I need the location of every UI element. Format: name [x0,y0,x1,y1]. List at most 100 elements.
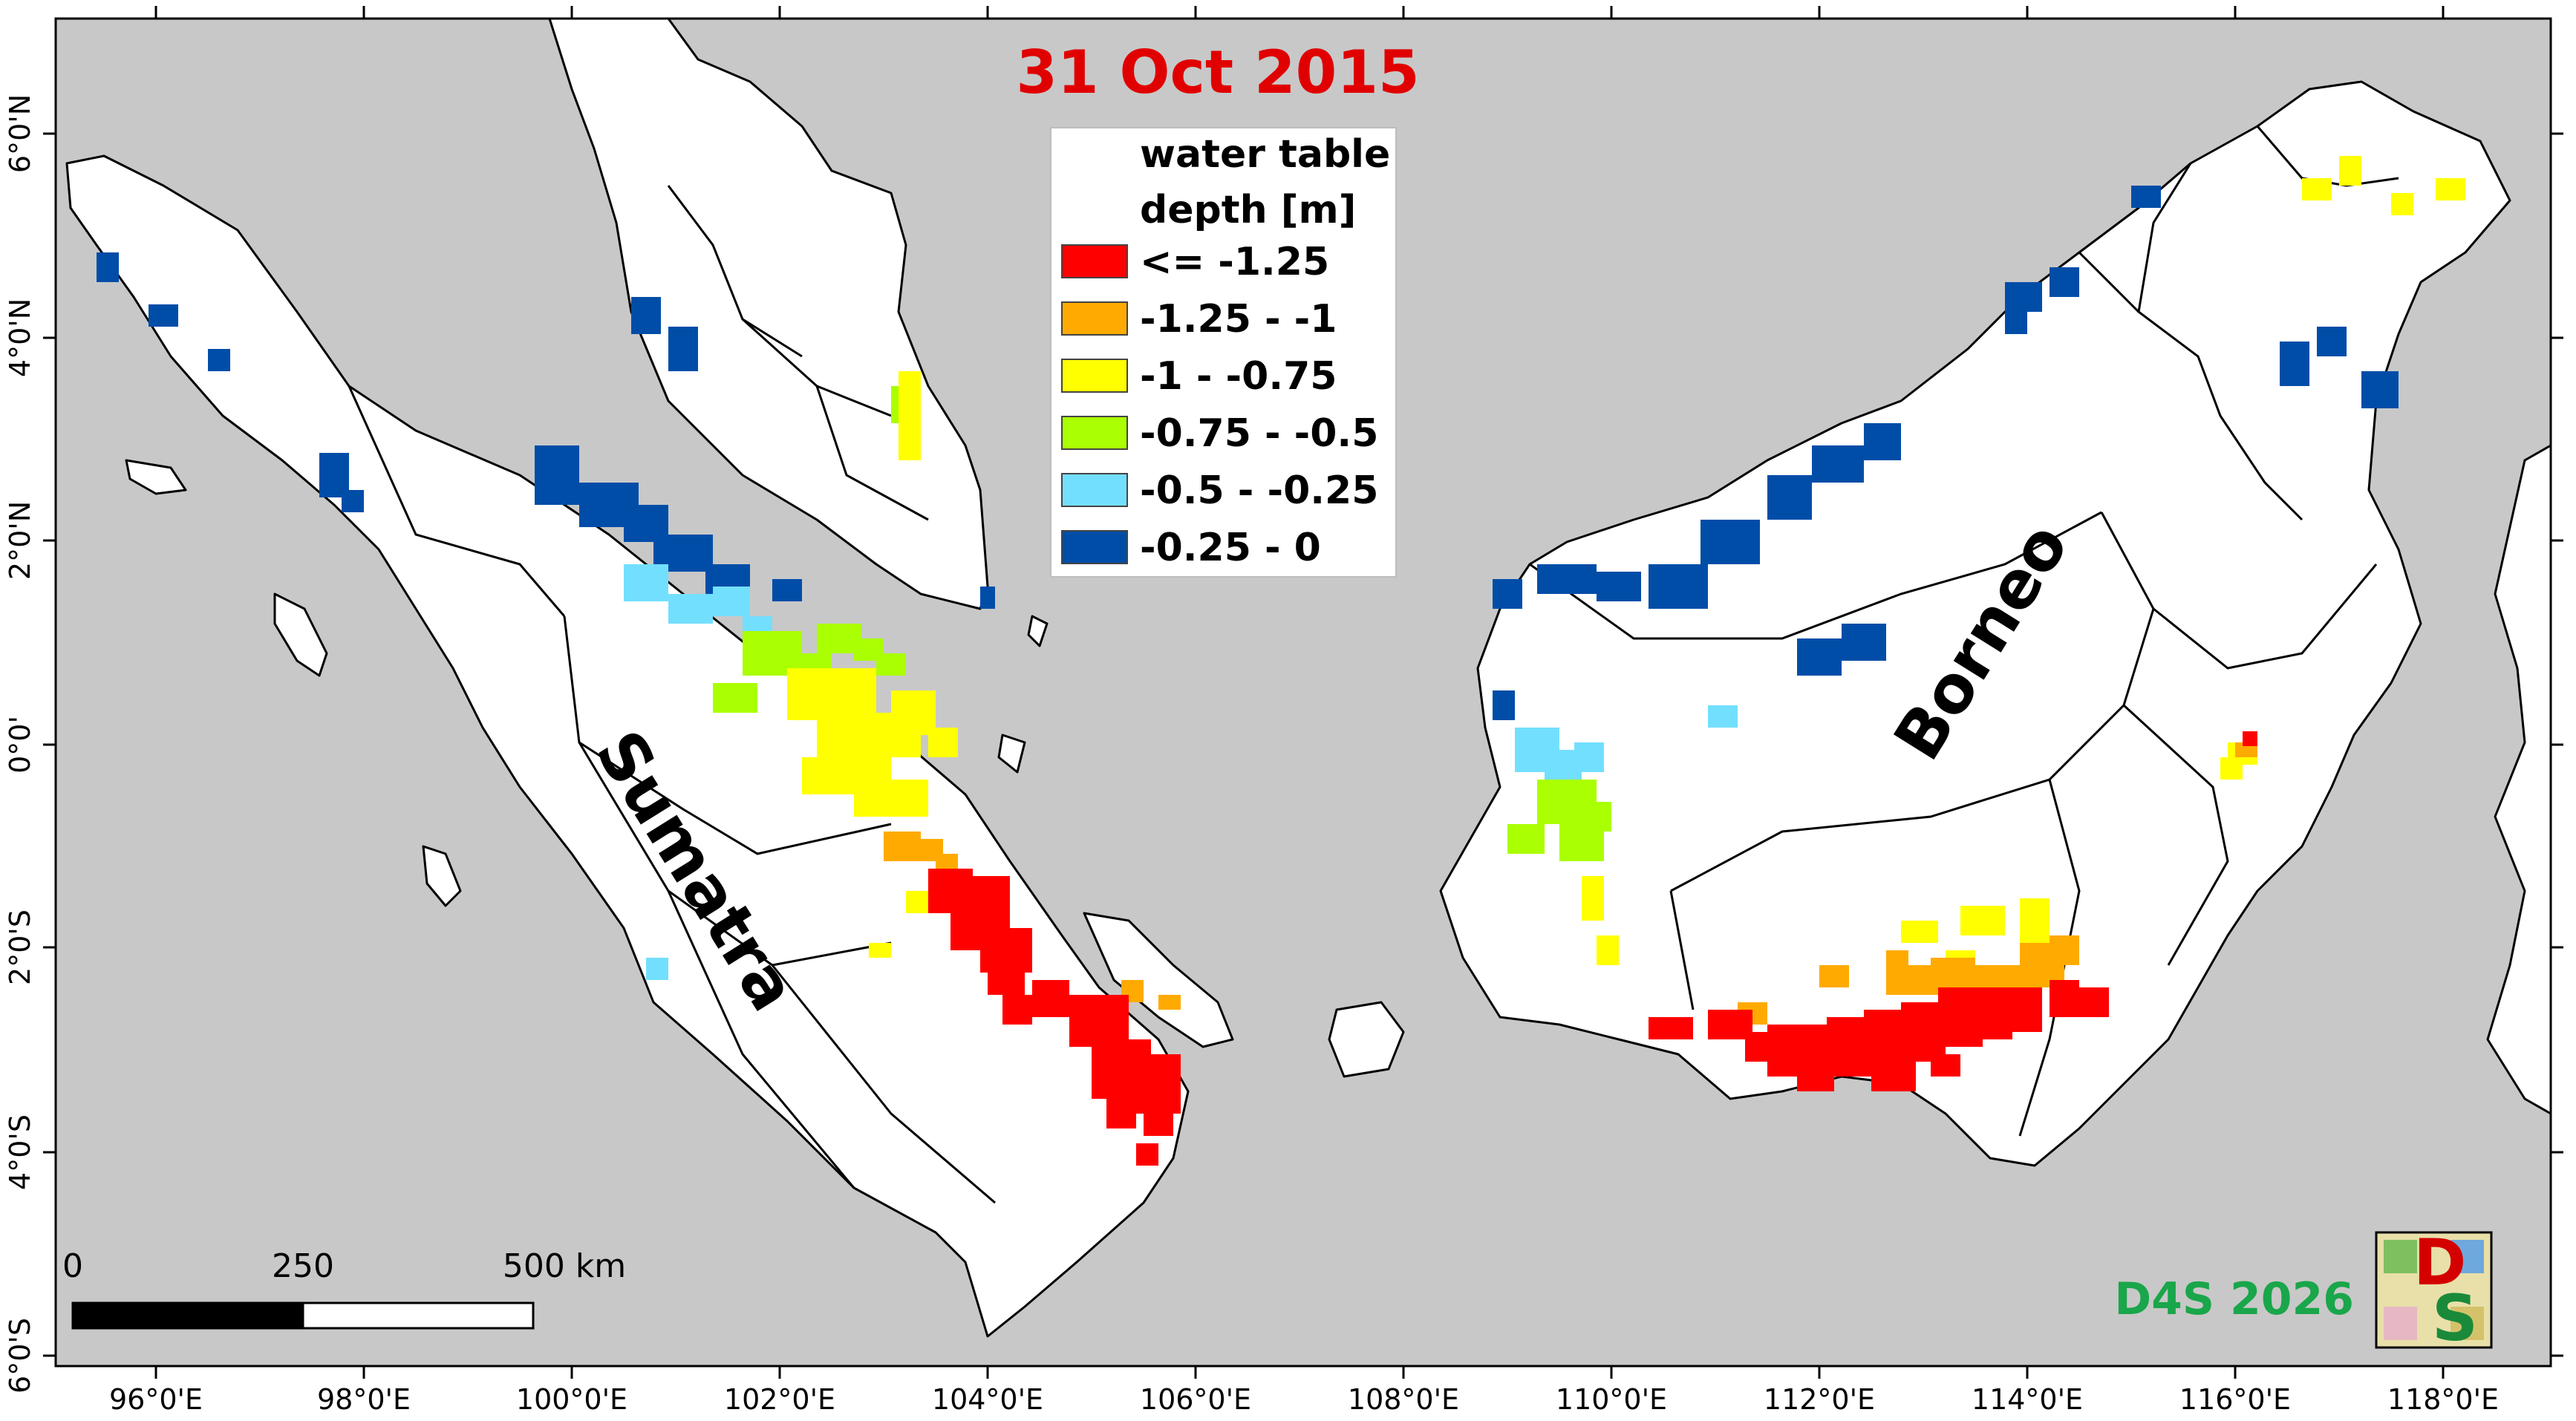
depth-pixel [535,445,579,505]
depth-pixel [1106,1099,1136,1128]
credit-text: D4S 2026 [2114,1273,2354,1325]
depth-pixel [2391,193,2413,215]
depth-pixel [2050,980,2079,1017]
depth-pixel [906,891,928,913]
y-tick-label: 0°0' [4,716,36,774]
y-tick-label: 2°0'N [4,501,36,580]
depth-pixel [1158,995,1181,1010]
depth-pixel [2131,186,2161,208]
y-tick-label: 6°0'N [4,94,36,173]
depth-pixel [342,490,364,512]
legend-item-label: -0.5 - -0.25 [1140,468,1378,513]
logo-letter-s: S [2432,1281,2478,1356]
depth-pixel [624,564,668,601]
depth-pixel [1136,1143,1158,1166]
x-tick-label: 114°0'E [1972,1383,2083,1416]
legend-swatch [1061,530,1128,564]
depth-pixel [2079,987,2109,1017]
depth-pixel [1797,1062,1834,1091]
depth-pixel [1597,935,1619,965]
depth-pixel [2436,178,2465,200]
depth-pixel [876,653,906,676]
scale-bar: 0 250 500 km [62,1247,626,1330]
scale-bar-white [301,1301,535,1330]
legend-item-label: -1.25 - -1 [1140,297,1337,342]
depth-pixel [1582,876,1604,921]
depth-pixel [2005,297,2027,334]
depth-red-layer [928,731,2257,1166]
depth-pixel [787,668,876,720]
d4s-logo: D S [2375,1226,2493,1356]
depth-pixel [1649,564,1708,609]
depth-pixel [1701,520,1760,564]
legend-item-label: <= -1.25 [1140,240,1329,284]
scale-bar-black [71,1301,304,1330]
x-tick-label: 96°0'E [109,1383,203,1416]
depth-pixel [668,594,713,624]
map-title: 31 Oct 2015 [1016,38,1419,107]
legend-title-line2: depth [m] [1140,188,1356,232]
depth-pixel [2317,327,2347,356]
depth-pixel [2302,178,2332,200]
depth-pixel [1574,742,1604,772]
depth-pixel [1002,995,1032,1025]
siberut-island [422,845,462,907]
depth-pixel [631,297,661,334]
depth-pixel [97,252,119,282]
depth-pixel [1901,921,1938,943]
depth-pixel [2339,156,2361,186]
depth-pixel [1507,824,1545,854]
legend-item-label: -1 - -0.75 [1140,354,1337,399]
belitung-island [1328,1001,1405,1078]
land-layer [65,17,2552,1338]
depth-pixel [950,913,980,950]
depth-pixel [1708,705,1738,728]
depth-pixel [1493,579,1522,609]
depth-pixel [988,965,1025,995]
sulawesi-edge [2486,444,2552,1115]
scale-label-500: 500 km [503,1247,626,1285]
depth-pixel [1842,624,1886,661]
scale-label-0: 0 [62,1247,83,1285]
depth-pixel [1871,1062,1916,1091]
legend-item-label: -0.25 - 0 [1140,526,1321,570]
depth-pixel [713,683,757,713]
y-tick-label: 2°0'S [4,909,36,985]
depth-pixel [2280,342,2309,386]
x-tick-label: 110°0'E [1556,1383,1667,1416]
malay-peninsula [548,17,989,610]
scale-label-250: 250 [272,1247,334,1285]
depth-pixel [1797,638,1842,676]
y-tick-label: 4°0'N [4,298,36,377]
depth-pixel [2220,757,2243,780]
depth-pixel [668,327,698,371]
legend-swatch [1061,301,1128,336]
province-boundaries [348,125,2399,1204]
depth-pixel [928,728,958,757]
depth-pixel [1537,564,1597,594]
legend-swatch [1061,416,1128,450]
depth-pixel [1960,906,2005,935]
depth-pixel [772,579,802,601]
depth-pixel [1767,475,1812,520]
simeulue-island [125,459,187,495]
depth-pixel [1931,1054,1960,1077]
legend-items: <= -1.25 -1.25 - -1 -1 - -0.75 -0.75 - -0.5… [1061,240,1378,570]
depth-pixel [2005,987,2042,1032]
depth-pixel [980,587,995,609]
depth-pixel [1886,950,1908,973]
depth-pixel [1819,965,1849,987]
logo-letter-d: D [2413,1226,2466,1300]
depth-pixel [208,349,230,371]
legend: water table depth [m] <= -1.25 -1.25 - -1… [1050,127,1397,578]
riau-island-2 [997,734,1026,774]
x-tick-label: 108°0'E [1348,1383,1459,1416]
legend-swatch [1061,473,1128,507]
depth-blue-layer [97,186,2399,720]
depth-pixel [1812,445,1864,483]
depth-pixel [1144,1099,1173,1136]
x-axis: 96°0'E 98°0'E 100°0'E 102°0'E 104°0'E 106°0'E… [109,6,2499,1416]
x-tick-label: 112°0'E [1764,1383,1875,1416]
legend-swatch [1061,244,1128,278]
